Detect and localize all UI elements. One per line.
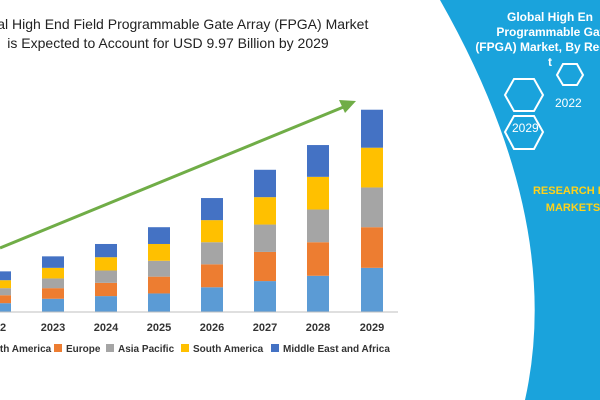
- legend-label-0: rth America: [0, 344, 52, 355]
- bar-segment-2026-0: [201, 287, 223, 312]
- bar-segment-2028-1: [307, 242, 329, 276]
- x-tick-label-22: 22: [0, 322, 6, 334]
- chart-title-line-2: is Expected to Account for USD 9.97 Bill…: [7, 35, 329, 51]
- x-tick-label-2025: 2025: [147, 322, 171, 334]
- bar-segment-2028-2: [307, 209, 329, 243]
- x-tick-label-2027: 2027: [253, 322, 277, 334]
- trend-arrow-head: [339, 100, 356, 113]
- bar-segment-2028-0: [307, 275, 329, 312]
- x-tick-label-2023: 2023: [41, 322, 65, 334]
- bar-segment-2027-0: [254, 281, 276, 312]
- bar-segment-2027-4: [254, 169, 276, 198]
- legend-swatch-4: [271, 344, 279, 352]
- bar-segment-2023-4: [42, 256, 64, 268]
- bar-segment-2029-3: [361, 147, 383, 188]
- bar-segment-2027-3: [254, 197, 276, 225]
- side-panel-graphic: [440, 0, 600, 400]
- bar-segment-2024-4: [95, 243, 117, 258]
- bar-segment-2025-0: [148, 293, 170, 312]
- bar-segment-2023-1: [42, 288, 64, 299]
- bar-segment-2027-1: [254, 251, 276, 282]
- panel-heading: Global High En Programmable Gat (FPGA) M…: [475, 10, 600, 69]
- bar-segment-2026-4: [201, 198, 223, 221]
- x-tick-label-2029: 2029: [360, 322, 384, 334]
- hexagon-2029: [503, 115, 545, 150]
- bar-segment-2029-0: [361, 267, 383, 312]
- x-tick-label-2026: 2026: [200, 322, 224, 334]
- bar-segment-2023-2: [42, 278, 64, 289]
- x-tick-label-2024: 2024: [94, 322, 119, 334]
- bar-segment-22-4: [0, 271, 11, 281]
- brand-text: RESEARCH FO MARKETS: [532, 185, 600, 214]
- bar-segment-22-1: [0, 295, 11, 304]
- bar-segment-2025-4: [148, 227, 170, 244]
- hex-label-2022: 2022: [555, 96, 582, 110]
- bar-segment-2025-3: [148, 243, 170, 261]
- trend-arrow-line: [0, 104, 347, 250]
- bar-segment-2028-3: [307, 176, 329, 210]
- bar-segment-2024-0: [95, 296, 117, 312]
- bar-segment-2023-0: [42, 298, 64, 312]
- bar-segment-22-0: [0, 303, 11, 312]
- legend-label-3: South America: [193, 344, 264, 355]
- bar-segment-2024-1: [95, 282, 117, 297]
- x-tick-label-2028: 2028: [306, 322, 330, 334]
- hexagon-2022: [555, 63, 585, 86]
- hex-label-2029: 2029: [512, 121, 539, 135]
- bar-segment-2026-1: [201, 264, 223, 288]
- bar-segment-2025-1: [148, 276, 170, 294]
- bar-segment-2026-3: [201, 220, 223, 243]
- bar-segment-2029-4: [361, 109, 383, 148]
- bar-segment-2024-2: [95, 270, 117, 283]
- bar-segment-2029-2: [361, 187, 383, 228]
- bar-segment-2025-2: [148, 260, 170, 277]
- legend-swatch-3: [181, 344, 189, 352]
- bar-segment-22-3: [0, 280, 11, 289]
- panel-background: [440, 0, 600, 400]
- hexagon-decor: [503, 78, 545, 112]
- stacked-bar-chart: Global High End Field Programmable Gate …: [0, 16, 398, 355]
- legend-label-1: Europe: [66, 344, 101, 355]
- legend-label-4: Middle East and Africa: [283, 344, 390, 355]
- bar-segment-2024-3: [95, 257, 117, 271]
- bar-segment-2028-4: [307, 145, 329, 177]
- chart-title-line-1: Global High End Field Programmable Gate …: [0, 16, 368, 32]
- bar-segment-22-2: [0, 288, 11, 296]
- bar-segment-2029-1: [361, 227, 383, 268]
- side-panel: Global High En Programmable Gat (FPGA) M…: [430, 0, 600, 400]
- bar-segment-2026-2: [201, 242, 223, 265]
- bar-segment-2027-2: [254, 224, 276, 252]
- legend-swatch-2: [106, 344, 114, 352]
- legend-label-2: Asia Pacific: [118, 344, 175, 355]
- legend-swatch-1: [54, 344, 62, 352]
- bar-segment-2023-3: [42, 267, 64, 279]
